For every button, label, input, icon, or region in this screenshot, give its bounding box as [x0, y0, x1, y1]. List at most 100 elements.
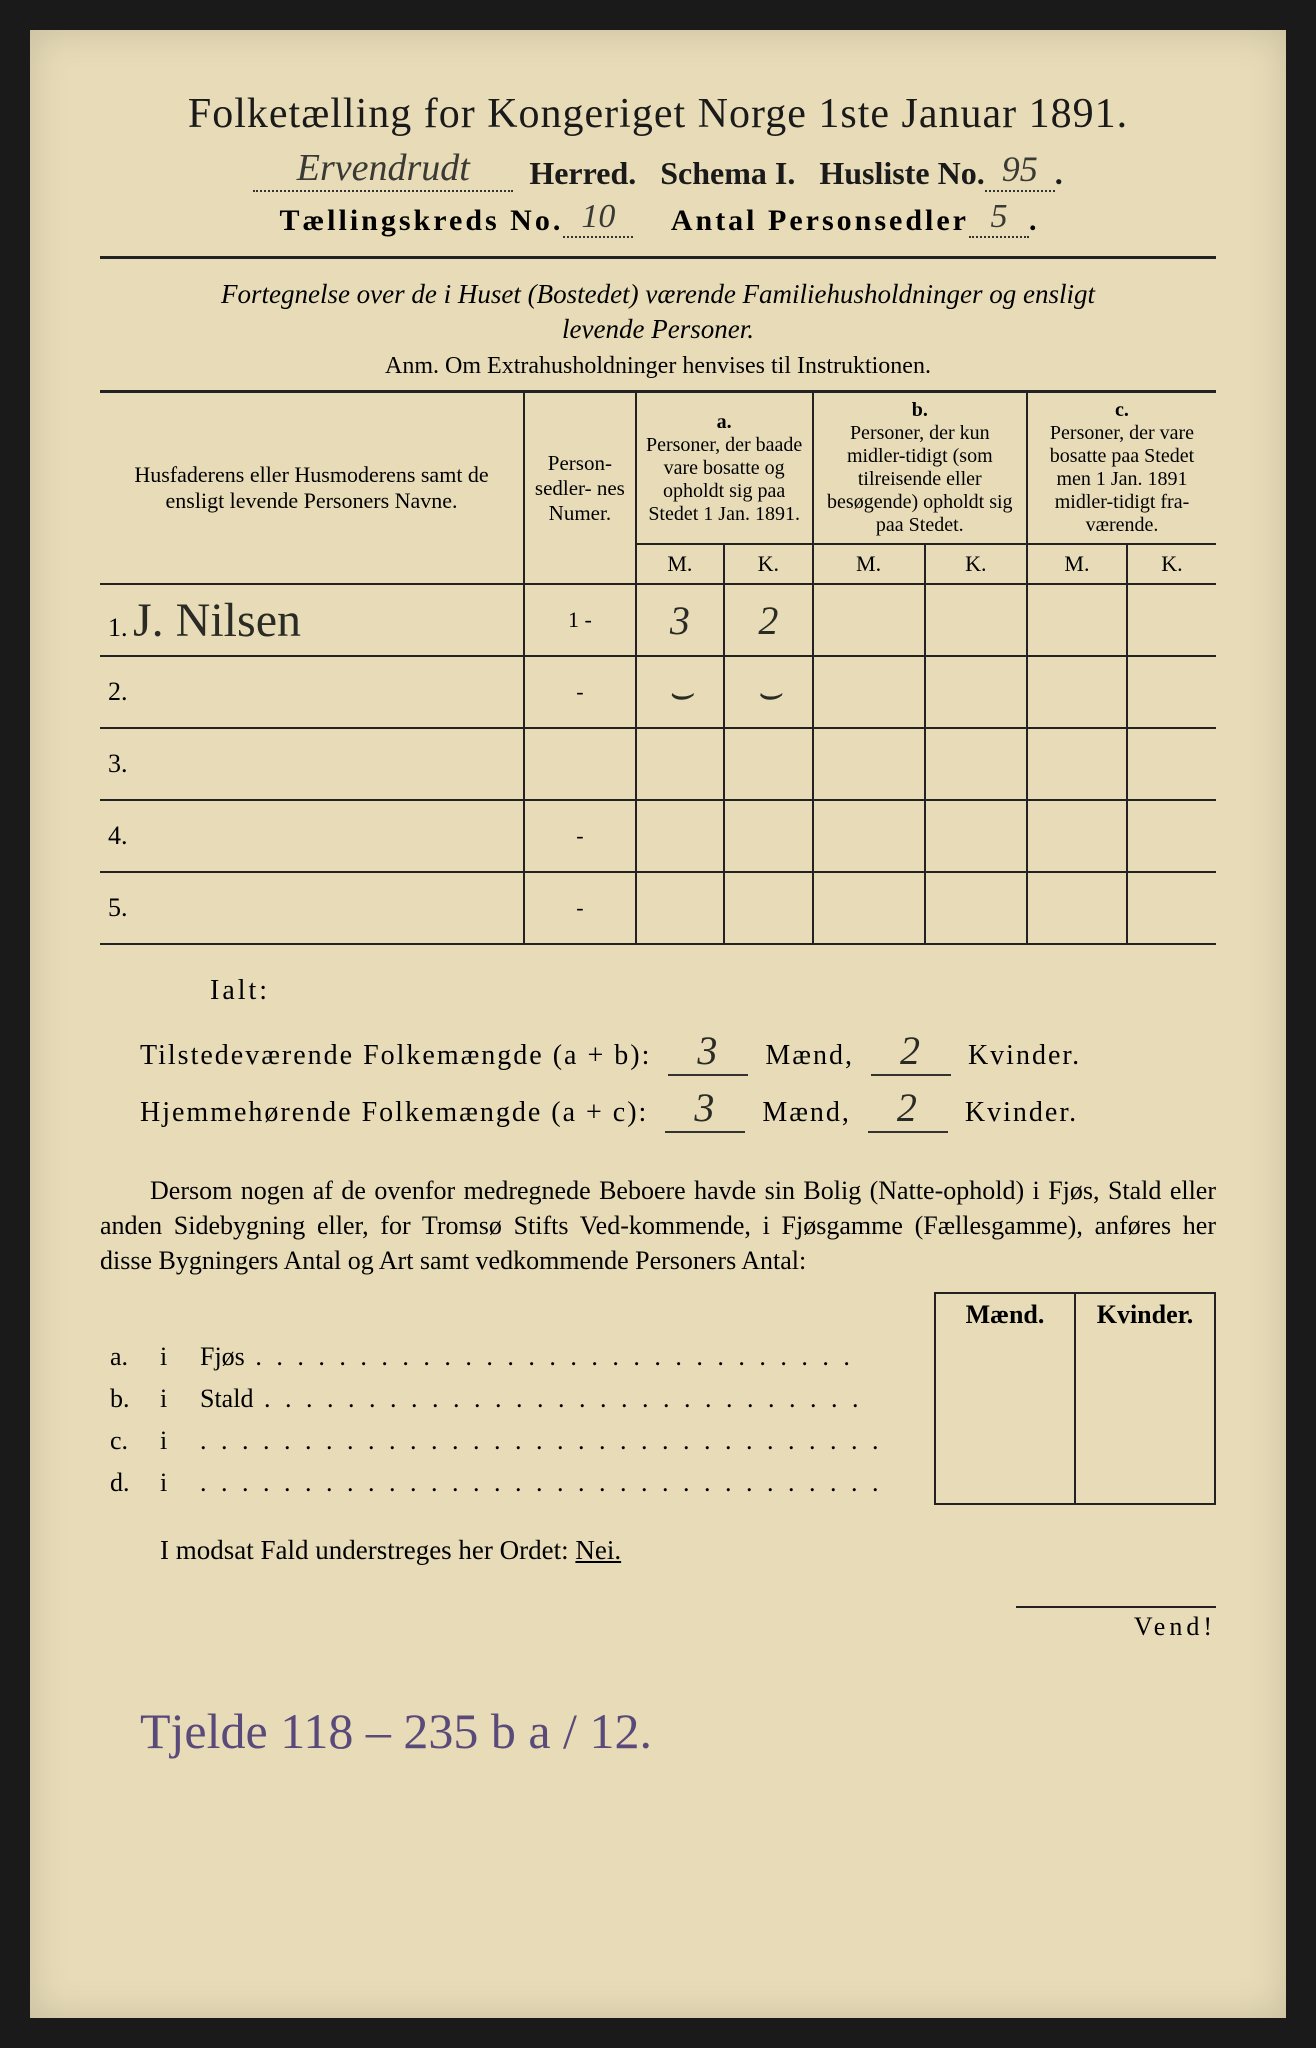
- tot1-m: 3: [697, 1028, 719, 1073]
- herred-label: Herred.: [529, 155, 636, 191]
- bldg-key: c.: [100, 1420, 150, 1462]
- row-ak: [724, 800, 812, 872]
- row-bk: [925, 584, 1027, 656]
- bldg-label-text: Fjøs: [200, 1342, 245, 1371]
- tot1-k: 2: [900, 1028, 922, 1073]
- tot2-m: 3: [694, 1085, 716, 1130]
- table-row: 4. -: [100, 800, 1216, 872]
- col-a-header: a. Personer, der baade vare bosatte og o…: [636, 393, 813, 544]
- bldg-label-text: Stald: [200, 1384, 253, 1413]
- col-b-k: K.: [925, 544, 1027, 584]
- bldg-label: . . . . . . . . . . . . . . . . . . . . …: [190, 1420, 935, 1462]
- col-b-header: b. Personer, der kun midler-tidigt (som …: [813, 393, 1027, 544]
- row-cm: [1027, 872, 1127, 944]
- col-c-header: c. Personer, der vare bosatte paa Stedet…: [1027, 393, 1216, 544]
- row-ak: [724, 728, 812, 800]
- row-name-hw: J. Nilsen: [133, 594, 301, 647]
- bldg-i: i: [150, 1378, 190, 1420]
- header-line-2: Ervendrudt Herred. Schema I. Husliste No…: [100, 146, 1216, 192]
- husliste-label: Husliste No.: [819, 155, 984, 191]
- col-a-m: M.: [636, 544, 724, 584]
- maend-label: Mænd,: [765, 1040, 854, 1072]
- kreds-label: Tællingskreds No.: [280, 204, 564, 237]
- row-ak: ⌣: [755, 670, 781, 715]
- tot2-label: Hjemmehørende Folkemængde (a + c):: [140, 1097, 648, 1129]
- bldg-key: d.: [100, 1462, 150, 1504]
- bldg-label: . . . . . . . . . . . . . . . . . . . . …: [190, 1462, 935, 1504]
- bldg-row: d. i . . . . . . . . . . . . . . . . . .…: [100, 1462, 1215, 1504]
- col-b-text: Personer, der kun midler-tidigt (som til…: [827, 422, 1013, 536]
- schema-label: Schema I.: [660, 155, 795, 191]
- husliste-value: 95: [985, 148, 1055, 192]
- row-bm: [813, 584, 925, 656]
- kvinder-label: Kvinder.: [968, 1040, 1081, 1072]
- nei-text: I modsat Fald understreges her Ordet:: [160, 1535, 575, 1565]
- bldg-row: c. i . . . . . . . . . . . . . . . . . .…: [100, 1420, 1215, 1462]
- total-present: Tilstedeværende Folkemængde (a + b): 3 M…: [140, 1027, 1216, 1076]
- antal-value: 5: [969, 198, 1029, 238]
- table-row: 5. -: [100, 872, 1216, 944]
- row-num: 1.: [108, 613, 128, 642]
- col-c-k: K.: [1127, 544, 1216, 584]
- total-belonging: Hjemmehørende Folkemængde (a + c): 3 Mæn…: [140, 1084, 1216, 1133]
- buildings-table: Mænd. Kvinder. a. i Fjøs . . . . . . . .…: [100, 1292, 1216, 1505]
- bldg-key: b.: [100, 1378, 150, 1420]
- col-a-label: a.: [717, 411, 732, 433]
- vend-label: Vend!: [1016, 1606, 1216, 1642]
- bldg-row: b. i Stald . . . . . . . . . . . . . . .…: [100, 1378, 1215, 1420]
- row-am: [636, 800, 724, 872]
- bldg-i: i: [150, 1336, 190, 1378]
- row-name: 1. J. Nilsen: [100, 584, 524, 656]
- row-sedler: 1 -: [524, 584, 636, 656]
- row-num: 5.: [108, 893, 128, 922]
- row-ak: [724, 872, 812, 944]
- intro-line-1: Fortegnelse over de i Huset (Bostedet) v…: [221, 279, 1095, 309]
- row-bm: [813, 728, 925, 800]
- nei-word: Nei.: [575, 1535, 621, 1565]
- col-names-text: Husfaderens eller Husmoderens samt de en…: [134, 462, 488, 513]
- row-am: [636, 872, 724, 944]
- kreds-value: 10: [563, 198, 633, 238]
- header-line-3: Tællingskreds No.10 Antal Personsedler5.: [100, 198, 1216, 238]
- row-num: 2.: [108, 677, 128, 706]
- row-bm: [813, 800, 925, 872]
- row-ck: [1127, 800, 1216, 872]
- col-b-m: M.: [813, 544, 925, 584]
- row-am: ⌣: [667, 670, 693, 715]
- row-ck: [1127, 872, 1216, 944]
- col-b-label: b.: [912, 399, 928, 421]
- herred-value: Ervendrudt: [253, 146, 513, 192]
- maend-label-2: Mænd,: [762, 1097, 851, 1129]
- tot2-k: 2: [897, 1085, 919, 1130]
- row-bk: [925, 656, 1027, 728]
- row-cm: [1027, 584, 1127, 656]
- form-title: Folketælling for Kongeriget Norge 1ste J…: [100, 90, 1216, 138]
- buildings-paragraph: Dersom nogen af de ovenfor medregnede Be…: [100, 1173, 1216, 1278]
- anm-note: Anm. Om Extrahusholdninger henvises til …: [100, 353, 1216, 380]
- row-num: 3.: [108, 749, 128, 778]
- census-form-page: Folketælling for Kongeriget Norge 1ste J…: [30, 30, 1286, 2018]
- row-cm: [1027, 728, 1127, 800]
- bldg-i: i: [150, 1420, 190, 1462]
- row-ck: [1127, 656, 1216, 728]
- col-num-header: Person- sedler- nes Numer.: [524, 393, 636, 584]
- row-sedler: -: [524, 800, 636, 872]
- row-ak: 2: [758, 598, 778, 643]
- table-row: 2. - ⌣ ⌣: [100, 656, 1216, 728]
- col-c-text: Personer, der vare bosatte paa Stedet me…: [1050, 422, 1194, 536]
- bottom-handwriting: Tjelde 118 – 235 b a / 12.: [100, 1702, 1216, 1760]
- row-sedler: -: [524, 872, 636, 944]
- bldg-row: a. i Fjøs . . . . . . . . . . . . . . . …: [100, 1336, 1215, 1378]
- tot1-label: Tilstedeværende Folkemængde (a + b):: [140, 1040, 651, 1072]
- persons-table: Husfaderens eller Husmoderens samt de en…: [100, 393, 1216, 945]
- row-sedler: -: [524, 656, 636, 728]
- divider-top: [100, 256, 1216, 259]
- bldg-maend-header: Mænd.: [935, 1293, 1075, 1336]
- row-sedler: [524, 728, 636, 800]
- row-am: [636, 728, 724, 800]
- col-a-k: K.: [724, 544, 812, 584]
- intro-text: Fortegnelse over de i Huset (Bostedet) v…: [100, 277, 1216, 347]
- col-a-text: Personer, der baade vare bosatte og opho…: [646, 434, 802, 525]
- bldg-label: Fjøs . . . . . . . . . . . . . . . . . .…: [190, 1336, 935, 1378]
- row-bm: [813, 656, 925, 728]
